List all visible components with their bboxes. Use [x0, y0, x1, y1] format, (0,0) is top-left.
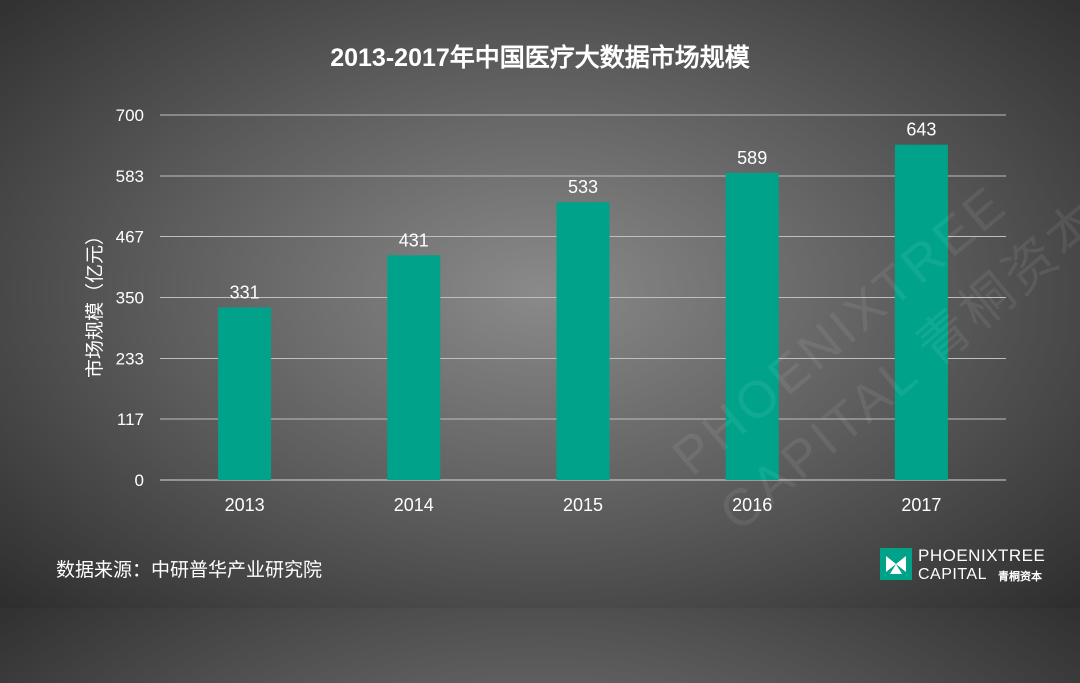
- data-labels: 331 431 533 589 643: [230, 120, 937, 303]
- bar-2014: [387, 255, 441, 480]
- bars: [218, 144, 948, 481]
- y-axis-ticks: 0 117 233 350 467 583 700: [116, 106, 144, 490]
- y-tick-label: 583: [116, 167, 144, 186]
- y-tick-label: 0: [135, 471, 144, 490]
- bar-2013: [218, 307, 272, 480]
- x-tick-label-2013: 2013: [225, 495, 265, 515]
- x-axis-ticks: 2013 2014 2015 2016 2017: [225, 495, 942, 515]
- y-tick-label: 117: [117, 410, 144, 429]
- bar-2017: [894, 144, 948, 480]
- phoenixtree-logo-icon: [880, 548, 912, 580]
- bar-2016: [725, 172, 779, 480]
- chart-title: 2013-2017年中国医疗大数据市场规模: [330, 44, 750, 72]
- data-label-2017: 643: [906, 120, 936, 140]
- data-label-2014: 431: [399, 230, 429, 250]
- x-tick-label-2017: 2017: [901, 495, 941, 515]
- data-label-2013: 331: [230, 282, 260, 302]
- x-tick-label-2016: 2016: [732, 495, 772, 515]
- x-tick-label-2014: 2014: [394, 495, 434, 515]
- data-label-2015: 533: [568, 177, 598, 197]
- source-note: 数据来源：中研普华产业研究院: [56, 560, 323, 581]
- data-label-2016: 589: [737, 148, 767, 168]
- brand-logo: PHOENIXTREE CAPITAL 青桐资本: [880, 546, 1060, 586]
- logo-name-line2: CAPITAL: [918, 566, 987, 583]
- y-axis-label: 市场规模（亿元）: [85, 226, 106, 379]
- y-tick-label: 233: [116, 350, 144, 369]
- logo-name-line1: PHOENIXTREE: [918, 546, 1046, 565]
- bar-2015: [556, 202, 610, 481]
- logo-name-chinese: 青桐资本: [998, 571, 1042, 583]
- y-tick-label: 700: [116, 106, 144, 125]
- x-tick-label-2015: 2015: [563, 495, 603, 515]
- y-tick-label: 350: [116, 289, 144, 308]
- chart-plot: 0 117 233 350 467 583 700 331 431 533 589 643 2013…: [116, 106, 1006, 515]
- y-tick-label: 467: [116, 227, 144, 246]
